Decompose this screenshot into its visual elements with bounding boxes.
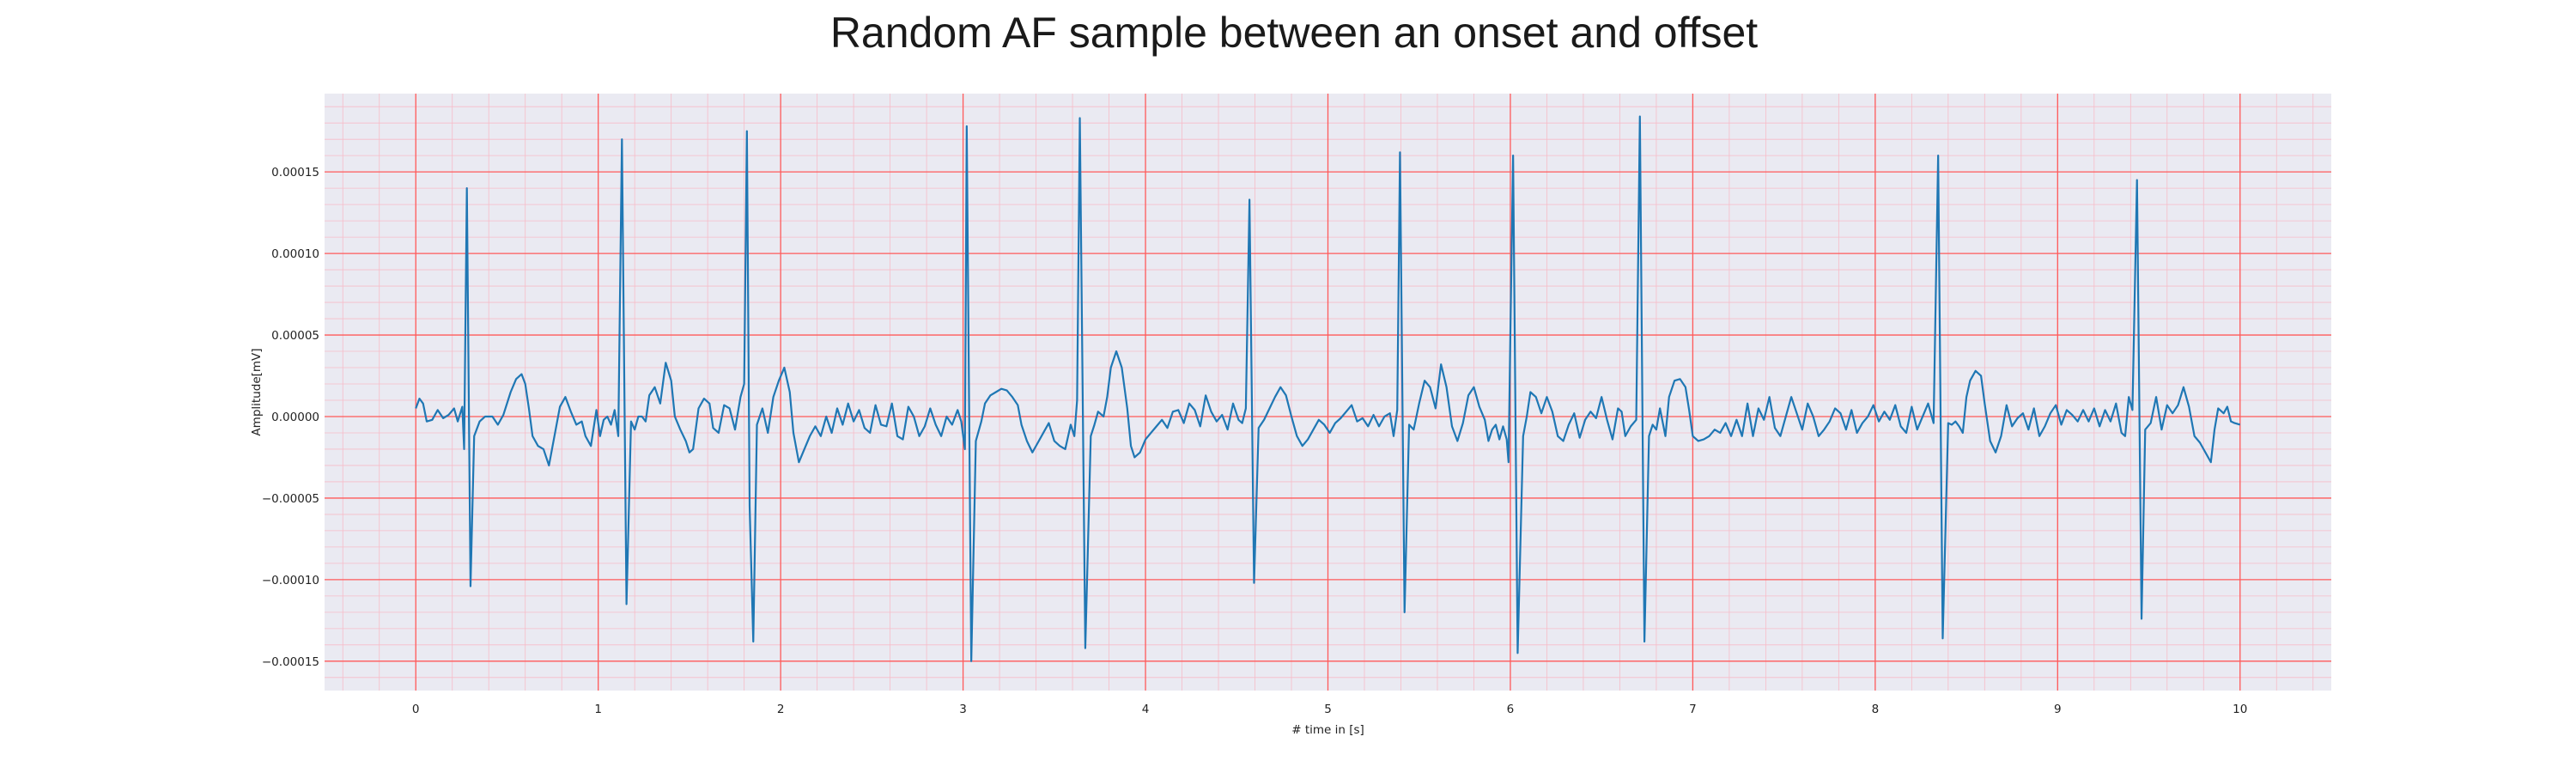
y-tick-label: 0.00010 — [271, 247, 319, 261]
x-tick-label: 9 — [2054, 703, 2062, 716]
y-tick-label: 0.00000 — [271, 411, 319, 424]
y-tick-label: −0.00015 — [262, 655, 319, 669]
series-layer — [415, 115, 2241, 662]
x-tick-label: 3 — [959, 703, 967, 716]
x-tick-label: 8 — [1872, 703, 1880, 716]
y-tick-label: −0.00005 — [262, 492, 319, 506]
x-axis-label: # time in [s] — [1291, 723, 1364, 737]
y-axis: −0.00015 −0.00010 −0.00005 0.00000 0.00005 0.… — [262, 166, 319, 669]
major-grid — [325, 94, 2331, 691]
y-tick-label: 0.00015 — [271, 166, 319, 180]
y-axis-label: Amplitude[mV] — [250, 348, 264, 435]
x-tick-label: 6 — [1507, 703, 1515, 716]
x-tick-label: 4 — [1142, 703, 1150, 716]
x-tick-label: 1 — [594, 703, 602, 716]
x-tick-label: 5 — [1324, 703, 1332, 716]
x-tick-label: 7 — [1689, 703, 1697, 716]
chart-title: Random AF sample between an onset and of… — [830, 9, 1758, 57]
y-tick-label: 0.00005 — [271, 329, 319, 343]
x-axis: 0 1 2 3 4 5 6 7 8 9 10 — [412, 703, 2247, 716]
x-tick-label: 2 — [777, 703, 785, 716]
y-tick-label: −0.00010 — [262, 574, 319, 587]
x-tick-label: 0 — [412, 703, 420, 716]
ecg-signal-line — [415, 115, 2241, 662]
x-tick-label: 10 — [2233, 703, 2247, 716]
